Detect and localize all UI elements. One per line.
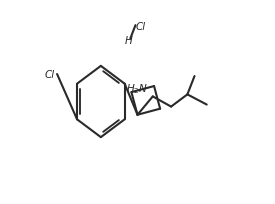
Text: Cl: Cl bbox=[45, 70, 55, 80]
Text: Cl: Cl bbox=[136, 22, 146, 32]
Text: H: H bbox=[125, 36, 132, 46]
Text: H$_2$N: H$_2$N bbox=[126, 82, 149, 95]
